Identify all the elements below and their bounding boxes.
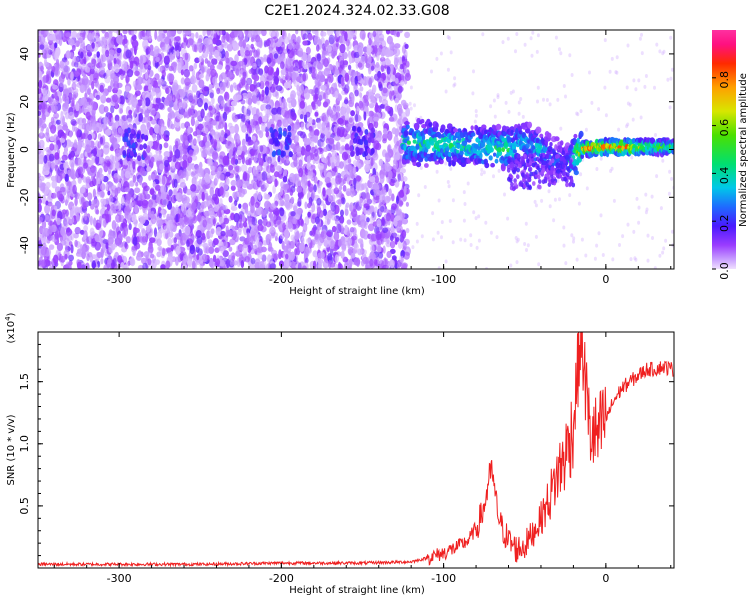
colorbar-tick-label: 0.0 bbox=[718, 262, 731, 280]
spectrogram-xlabel: Height of straight line (km) bbox=[289, 286, 425, 297]
colorbar-tick-label: 0.6 bbox=[718, 119, 731, 137]
spectrogram-ylabel: Frequency (Hz) bbox=[6, 112, 17, 188]
figure-title: C2E1.2024.324.02.33.G08 bbox=[264, 3, 449, 19]
snr-ytick-label: 1.5 bbox=[18, 373, 31, 391]
spectrogram-xtick-label: -100 bbox=[431, 273, 456, 286]
snr-series-line bbox=[38, 332, 674, 568]
snr-ytick-label: 0.5 bbox=[18, 497, 31, 515]
colorbar-ticks: 0.0 0.2 0.4 0.6 0.8 bbox=[712, 71, 731, 280]
spectrogram-cells bbox=[38, 30, 674, 269]
snr-ticks: -300 -200 -100 0 0.5 1.0 1.5 bbox=[18, 332, 674, 585]
snr-xlabel: Height of straight line (km) bbox=[289, 585, 425, 596]
colorbar-tick-label: 0.4 bbox=[718, 167, 731, 185]
spectrogram-xtick-label: -200 bbox=[269, 273, 294, 286]
spectrogram-xtick-label: -300 bbox=[107, 273, 132, 286]
colorbar-tick-label: 0.2 bbox=[718, 214, 731, 232]
snr-xtick-label: -100 bbox=[431, 572, 456, 585]
snr-xtick-label: -200 bbox=[269, 572, 294, 585]
spectrogram-xtick-label: 0 bbox=[602, 273, 609, 286]
spectrogram-ytick-label: 20 bbox=[18, 95, 31, 109]
snr-ylabel: SNR (10 * v/v) bbox=[6, 414, 17, 485]
snr-panel: -300 -200 -100 0 0.5 1.0 1.5 Height of straigh… bbox=[4, 312, 675, 596]
spectrogram-ytick-label: -40 bbox=[18, 236, 31, 254]
snr-xtick-label: 0 bbox=[602, 572, 609, 585]
snr-multiplier: (x104) bbox=[4, 312, 17, 343]
spectrogram-ytick-label: 40 bbox=[18, 47, 31, 61]
spectrogram-ytick-label: 0 bbox=[18, 146, 31, 153]
colorbar bbox=[712, 30, 736, 269]
snr-plot-area bbox=[38, 332, 674, 568]
snr-xtick-label: -300 bbox=[107, 572, 132, 585]
colorbar-tick-label: 0.8 bbox=[718, 71, 731, 89]
snr-ytick-label: 1.0 bbox=[18, 435, 31, 453]
spectrogram-ytick-label: -20 bbox=[18, 188, 31, 206]
colorbar-label: Normalized spectral amplitude bbox=[738, 73, 749, 227]
